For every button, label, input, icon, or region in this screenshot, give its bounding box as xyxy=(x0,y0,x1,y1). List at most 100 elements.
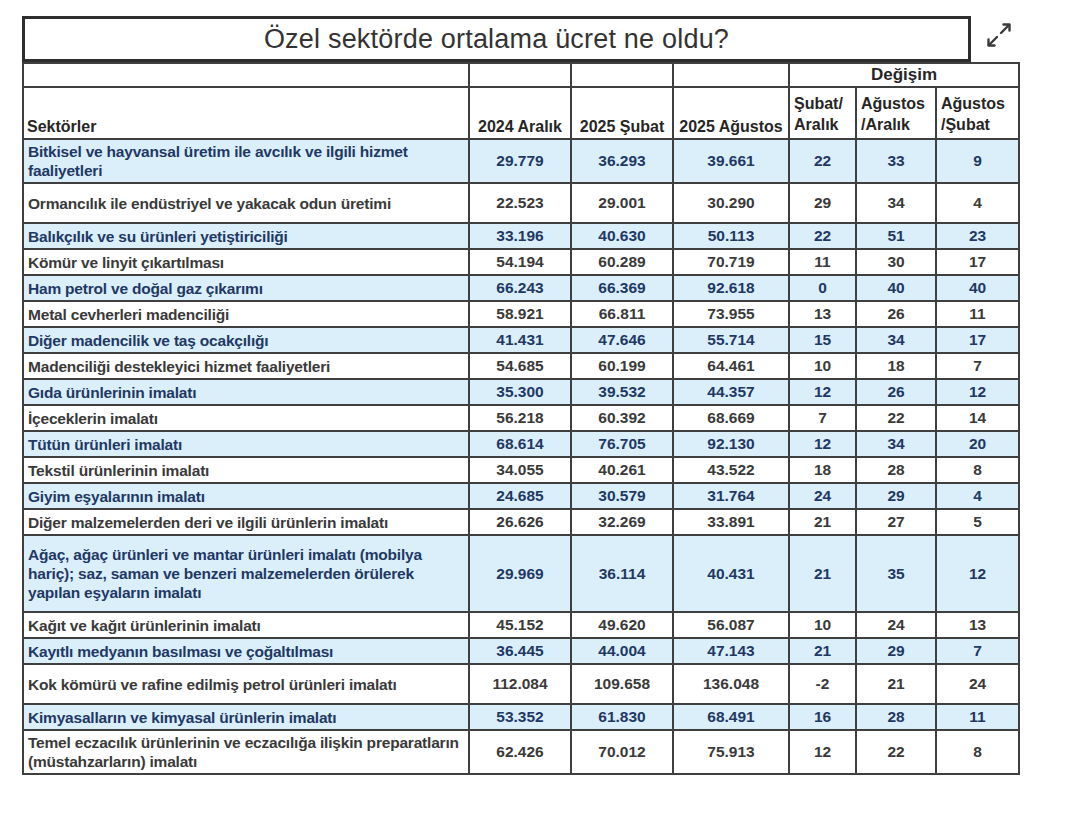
header-spacer-cell xyxy=(469,63,571,87)
value-cell: 13 xyxy=(789,301,856,327)
value-cell: 33.196 xyxy=(469,223,571,249)
title-box: Özel sektörde ortalama ücret ne oldu? xyxy=(22,16,971,62)
sector-cell: Diğer malzemelerden deri ve ilgili ürünl… xyxy=(23,509,469,535)
value-cell: 66.811 xyxy=(571,301,673,327)
value-cell: 34.055 xyxy=(469,457,571,483)
value-cell: 29.001 xyxy=(571,183,673,223)
value-cell: 30.290 xyxy=(673,183,789,223)
value-cell: 29 xyxy=(789,183,856,223)
value-cell: 92.618 xyxy=(673,275,789,301)
value-cell: 11 xyxy=(936,704,1019,730)
value-cell: 9 xyxy=(936,139,1019,183)
sector-cell: Temel eczacılık ürünlerinin ve eczacılığ… xyxy=(23,730,469,774)
value-cell: 21 xyxy=(856,664,936,704)
screenshot-root: Özel sektörde ortalama ücret ne oldu? De… xyxy=(0,0,1080,816)
table-row: Balıkçılık ve su ürünleri yetiştiriciliğ… xyxy=(23,223,1019,249)
value-cell: 33 xyxy=(856,139,936,183)
value-cell: 112.084 xyxy=(469,664,571,704)
value-cell: 40.431 xyxy=(673,535,789,612)
value-cell: 75.913 xyxy=(673,730,789,774)
sector-cell: Kimyasalların ve kimyasal ürünlerin imal… xyxy=(23,704,469,730)
table-row: Diğer madencilik ve taş ocakçılığı41.431… xyxy=(23,327,1019,353)
value-cell: 76.705 xyxy=(571,431,673,457)
value-cell: 12 xyxy=(789,730,856,774)
sector-cell: Ormancılık ile endüstriyel ve yakacak od… xyxy=(23,183,469,223)
value-cell: 24 xyxy=(936,664,1019,704)
group-header-degisim: Değişim xyxy=(789,63,1019,87)
table-row: Tekstil ürünlerinin imalatı34.05540.2614… xyxy=(23,457,1019,483)
sector-cell: Kömür ve linyit çıkartılması xyxy=(23,249,469,275)
table-row: Kimyasalların ve kimyasal ürünlerin imal… xyxy=(23,704,1019,730)
table-row: İçeceklerin imalatı56.21860.39268.669722… xyxy=(23,405,1019,431)
value-cell: 26.626 xyxy=(469,509,571,535)
value-cell: 10 xyxy=(789,353,856,379)
value-cell: 29 xyxy=(856,638,936,664)
value-cell: 60.392 xyxy=(571,405,673,431)
table-row: Diğer malzemelerden deri ve ilgili ürünl… xyxy=(23,509,1019,535)
value-cell: 43.522 xyxy=(673,457,789,483)
value-cell: 34 xyxy=(856,431,936,457)
value-cell: 28 xyxy=(856,704,936,730)
value-cell: 22 xyxy=(856,405,936,431)
value-cell: 21 xyxy=(789,535,856,612)
value-cell: 50.113 xyxy=(673,223,789,249)
value-cell: 8 xyxy=(936,730,1019,774)
table-row: Kayıtlı medyanın basılması ve çoğaltılma… xyxy=(23,638,1019,664)
value-cell: 58.921 xyxy=(469,301,571,327)
table-row: Metal cevherleri madenciliği58.92166.811… xyxy=(23,301,1019,327)
page-title: Özel sektörde ortalama ücret ne oldu? xyxy=(264,24,729,55)
value-cell: 34 xyxy=(856,183,936,223)
value-cell: 23 xyxy=(936,223,1019,249)
value-cell: 68.614 xyxy=(469,431,571,457)
table-row: Temel eczacılık ürünlerinin ve eczacılığ… xyxy=(23,730,1019,774)
sector-cell: Madenciliği destekleyici hizmet faaliyet… xyxy=(23,353,469,379)
value-cell: 55.714 xyxy=(673,327,789,353)
wage-table: Değişim Sektörler 2024 Aralık 2025 Şubat… xyxy=(22,62,1020,775)
table-row: Kömür ve linyit çıkartılması54.19460.289… xyxy=(23,249,1019,275)
value-cell: 40 xyxy=(856,275,936,301)
value-cell: 33.891 xyxy=(673,509,789,535)
value-cell: 22 xyxy=(856,730,936,774)
value-cell: 40.630 xyxy=(571,223,673,249)
sector-cell: Gıda ürünlerinin imalatı xyxy=(23,379,469,405)
sector-cell: Tütün ürünleri imalatı xyxy=(23,431,469,457)
table-row: Tütün ürünleri imalatı68.61476.70592.130… xyxy=(23,431,1019,457)
value-cell: 7 xyxy=(936,353,1019,379)
value-cell: 16 xyxy=(789,704,856,730)
value-cell: 29 xyxy=(856,483,936,509)
sector-cell: Diğer madencilik ve taş ocakçılığı xyxy=(23,327,469,353)
table-row: Giyim eşyalarının imalatı24.68530.57931.… xyxy=(23,483,1019,509)
column-header-subat-aralik: Şubat/ Aralık xyxy=(789,87,856,139)
sector-cell: Kok kömürü ve rafine edilmiş petrol ürün… xyxy=(23,664,469,704)
column-header-2024-aralik: 2024 Aralık xyxy=(469,87,571,139)
value-cell: 40 xyxy=(936,275,1019,301)
value-cell: 20 xyxy=(936,431,1019,457)
column-header-agustos-aralik: Ağustos /Aralık xyxy=(856,87,936,139)
header-spacer-cell xyxy=(23,63,469,87)
value-cell: 44.357 xyxy=(673,379,789,405)
value-cell: 64.461 xyxy=(673,353,789,379)
table-row: Kok kömürü ve rafine edilmiş petrol ürün… xyxy=(23,664,1019,704)
value-cell: 36.445 xyxy=(469,638,571,664)
value-cell: 7 xyxy=(789,405,856,431)
value-cell: 24 xyxy=(856,612,936,638)
value-cell: 30.579 xyxy=(571,483,673,509)
value-cell: 18 xyxy=(856,353,936,379)
value-cell: 7 xyxy=(936,638,1019,664)
value-cell: 21 xyxy=(789,638,856,664)
value-cell: 68.491 xyxy=(673,704,789,730)
value-cell: 12 xyxy=(936,379,1019,405)
value-cell: 12 xyxy=(789,431,856,457)
value-cell: 17 xyxy=(936,249,1019,275)
value-cell: 5 xyxy=(936,509,1019,535)
value-cell: 66.243 xyxy=(469,275,571,301)
expand-icon[interactable] xyxy=(982,18,1016,52)
value-cell: 35 xyxy=(856,535,936,612)
value-cell: 66.369 xyxy=(571,275,673,301)
table-row: Kağıt ve kağıt ürünlerinin imalatı45.152… xyxy=(23,612,1019,638)
sector-cell: Tekstil ürünlerinin imalatı xyxy=(23,457,469,483)
value-cell: 26 xyxy=(856,379,936,405)
value-cell: 53.352 xyxy=(469,704,571,730)
value-cell: 18 xyxy=(789,457,856,483)
sector-cell: Ham petrol ve doğal gaz çıkarımı xyxy=(23,275,469,301)
